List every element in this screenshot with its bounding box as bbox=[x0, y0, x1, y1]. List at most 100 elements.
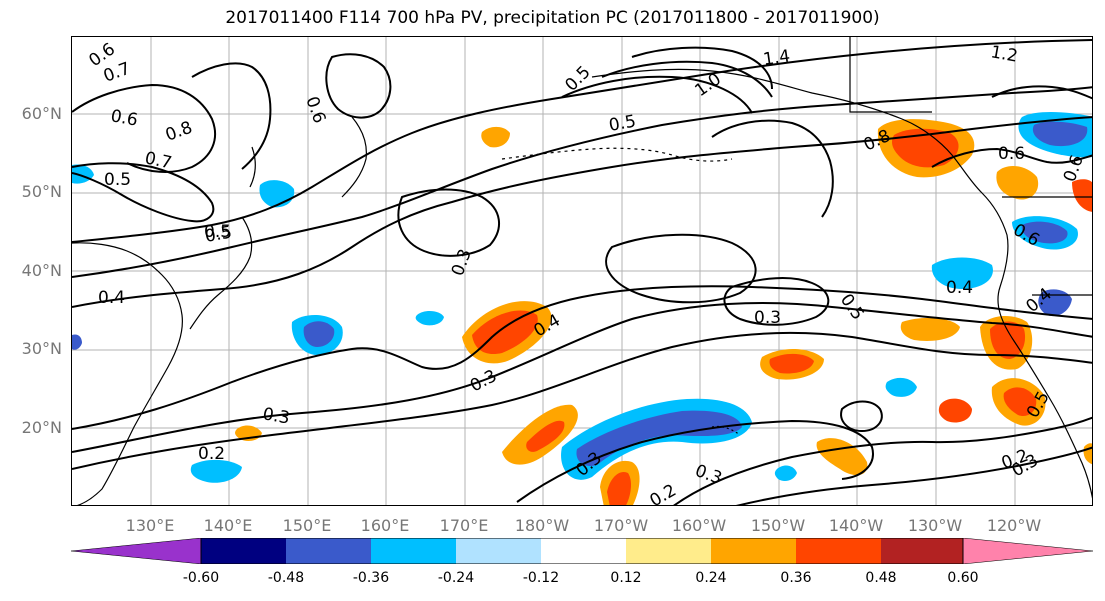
contour-label: 0.3 bbox=[467, 366, 500, 396]
colorbar-segment bbox=[796, 538, 881, 564]
precip-positive-area bbox=[900, 317, 960, 341]
contour-label: 0.4 bbox=[98, 288, 125, 308]
contour-label: 0.5 bbox=[607, 112, 637, 136]
colorbar-segment bbox=[711, 538, 796, 564]
precip-negative-area bbox=[190, 459, 242, 483]
contour-label: 0.5 bbox=[561, 62, 594, 95]
colorbar-segment bbox=[371, 538, 456, 564]
contour-label: 1.2 bbox=[989, 42, 1019, 66]
precip-negative-core bbox=[303, 321, 335, 347]
colorbar-label: 0.36 bbox=[780, 570, 812, 586]
kamchatka-coastline bbox=[341, 116, 367, 198]
precip-positive-area bbox=[816, 438, 868, 476]
precip-positive-area bbox=[996, 165, 1039, 200]
colorbar-segment bbox=[201, 538, 286, 564]
pv-contour-line bbox=[840, 400, 883, 433]
precip-positive-area bbox=[938, 398, 972, 423]
colorbar-segment bbox=[881, 538, 963, 564]
pv-contour-line bbox=[397, 188, 501, 257]
pv-contour-line bbox=[191, 62, 272, 170]
contour-label: 1.4 bbox=[762, 46, 792, 70]
precip-positive-core bbox=[607, 472, 632, 505]
contour-label: 0.2 bbox=[647, 480, 680, 506]
pv-contour-line bbox=[601, 60, 773, 98]
pv-contour-line bbox=[991, 85, 1092, 100]
pv-contour-line bbox=[325, 53, 392, 119]
precip-negative-area bbox=[931, 257, 993, 289]
precip-negative-core bbox=[1021, 221, 1068, 244]
precip-negative-area bbox=[259, 180, 295, 208]
asia-coastline bbox=[72, 242, 183, 505]
contour-label: 0.6 bbox=[301, 94, 329, 126]
lon-label-180w: 180°W bbox=[514, 516, 570, 535]
contour-label: 0.5 bbox=[203, 223, 233, 247]
colorbar-label: 0.12 bbox=[610, 570, 642, 586]
pv-contour-line bbox=[736, 446, 1092, 505]
coastlines bbox=[72, 37, 1092, 505]
pv-contour-line bbox=[72, 83, 217, 173]
precip-positive-area bbox=[1072, 179, 1092, 212]
precip-negative-area bbox=[72, 334, 82, 350]
contour-label: 1.0 bbox=[691, 69, 725, 101]
pv-contour-line bbox=[931, 147, 1092, 168]
colorbar-extend-min bbox=[70, 537, 202, 565]
colorbar-label: 0.60 bbox=[947, 570, 979, 586]
colorbar-label: -0.48 bbox=[267, 570, 305, 586]
contour-label: 0.8 bbox=[163, 118, 195, 146]
alaska-coastline bbox=[591, 68, 1092, 499]
pv-contours bbox=[72, 39, 1092, 505]
precip-positive-area bbox=[1083, 443, 1092, 465]
precip-negative-core bbox=[576, 410, 742, 467]
colorbar-svg bbox=[70, 537, 1094, 565]
pv-contour-line bbox=[673, 416, 1092, 505]
precip-negative-area bbox=[774, 465, 797, 481]
lon-label-160e: 160°E bbox=[360, 516, 410, 535]
contour-label: 0.3 bbox=[261, 404, 291, 428]
contour-label: 0.5 bbox=[104, 170, 131, 190]
pv-contour-line bbox=[516, 419, 874, 503]
lon-label-170e: 170°E bbox=[439, 516, 489, 535]
colorbar-segment bbox=[456, 538, 541, 564]
lon-label-150e: 150°E bbox=[282, 516, 332, 535]
colorbar-label: -0.36 bbox=[352, 570, 390, 586]
precip-positive-core bbox=[990, 321, 1026, 359]
contour-label: 0.5 bbox=[204, 222, 231, 242]
pv-contour-line bbox=[72, 116, 1092, 308]
colorbar-segment bbox=[541, 538, 626, 564]
colorbar-label: 0.48 bbox=[865, 570, 897, 586]
pv-contour-line bbox=[711, 119, 834, 218]
contour-label: 0.4 bbox=[946, 278, 973, 298]
contour-label: 0.3 bbox=[754, 308, 781, 328]
contour-label: 0.6 bbox=[998, 144, 1025, 164]
pv-contour-line bbox=[72, 162, 215, 223]
contour-label: 0.3 bbox=[692, 461, 724, 489]
contour-label: 0.6 bbox=[109, 106, 139, 130]
map-svg: 0.6 0.7 0.6 0.8 0.7 0.5 0.6 0.5 0.4 0.3 … bbox=[72, 37, 1092, 506]
precip-positive-area bbox=[481, 126, 510, 148]
chart-title: 2017011400 F114 700 hPa PV, precipitatio… bbox=[225, 8, 880, 28]
sakhalin-coastline bbox=[249, 146, 256, 188]
pv-contour-line bbox=[72, 285, 1092, 430]
pv-contour-line bbox=[72, 39, 1092, 243]
colorbar-label: -0.12 bbox=[522, 570, 560, 586]
precip-positive-core bbox=[892, 128, 959, 168]
colorbar-label: 0.24 bbox=[695, 570, 727, 586]
precip-negative-area bbox=[1038, 289, 1072, 317]
colorbar bbox=[70, 537, 1094, 565]
lat-label-50n: 50°N bbox=[21, 182, 62, 201]
colorbar-segment bbox=[286, 538, 371, 564]
pv-contour-line bbox=[631, 46, 773, 90]
canada-boundary bbox=[849, 37, 932, 113]
lon-label-140w: 140°W bbox=[828, 516, 884, 535]
lon-label-130e: 130°E bbox=[125, 516, 175, 535]
precip-positive-core bbox=[526, 420, 565, 452]
pv-contour-line bbox=[561, 75, 753, 114]
precip-positive-core bbox=[472, 310, 538, 355]
lat-label-60n: 60°N bbox=[21, 104, 62, 123]
lat-label-40n: 40°N bbox=[21, 261, 62, 280]
precip-positive-core bbox=[1003, 387, 1037, 417]
contour-label: 0.2 bbox=[198, 444, 225, 464]
colorbar-label: -0.60 bbox=[182, 570, 220, 586]
colorbar-label: -0.24 bbox=[437, 570, 475, 586]
lat-label-20n: 20°N bbox=[21, 418, 62, 437]
